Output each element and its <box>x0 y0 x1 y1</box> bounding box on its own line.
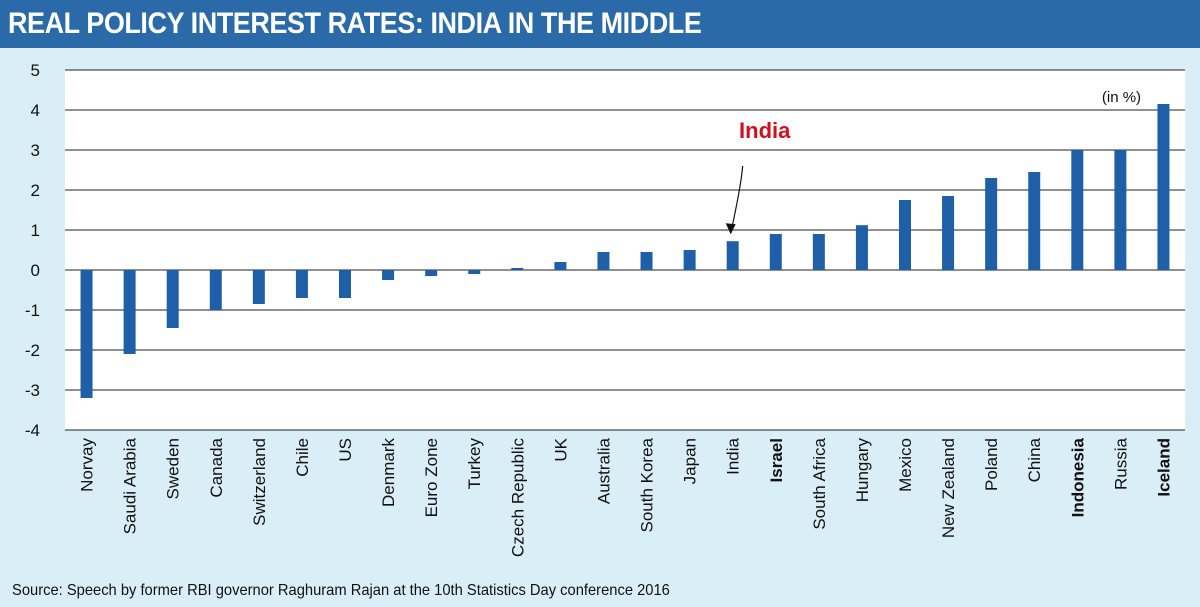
y-tick-label: -1 <box>25 301 40 320</box>
x-tick-label: Canada <box>207 437 226 497</box>
bar <box>554 262 567 270</box>
bar <box>80 270 93 398</box>
bar <box>468 270 481 274</box>
annotation-arrow <box>725 165 744 235</box>
x-tick-label: Iceland <box>1154 438 1173 497</box>
x-axis-ticks: Norvay Saudi Arabia Sweden Canada Switzerlan… <box>78 437 1174 557</box>
bar <box>252 270 265 304</box>
bar <box>1157 104 1170 270</box>
bar <box>1028 172 1041 270</box>
bar <box>339 270 351 298</box>
x-tick-label: Hungary <box>853 438 872 503</box>
bar <box>295 270 308 298</box>
bar <box>985 178 998 270</box>
x-tick-label: India <box>724 437 743 474</box>
bar <box>640 252 653 270</box>
y-tick-label: 4 <box>31 101 40 120</box>
x-tick-label: New Zealand <box>939 438 958 538</box>
x-tick-label: Sweden <box>164 438 183 499</box>
bar <box>1071 150 1084 270</box>
y-tick-label: -2 <box>25 341 40 360</box>
bars <box>80 104 1170 398</box>
x-tick-label: US <box>336 438 355 462</box>
x-tick-label: Switzerland <box>250 438 269 526</box>
x-tick-label: Israel <box>767 438 786 482</box>
unit-label: (in %) <box>1102 89 1141 106</box>
bar <box>123 270 136 354</box>
bar <box>769 234 782 270</box>
x-tick-label: Mexico <box>896 438 915 492</box>
bar <box>942 196 955 270</box>
source-note: Source: Speech by former RBI governor Ra… <box>12 582 670 599</box>
x-tick-label: UK <box>551 437 570 461</box>
x-tick-label: Poland <box>982 438 1001 491</box>
x-tick-label: Indonesia <box>1068 437 1087 517</box>
y-axis-ticks: 5 4 3 2 1 0 -1 -2 -3 -4 <box>25 61 40 440</box>
x-tick-label: Saudi Arabia <box>121 437 140 534</box>
x-tick-label: China <box>1025 437 1044 482</box>
y-tick-label: 1 <box>31 221 40 240</box>
x-tick-label: Turkey <box>465 438 484 490</box>
x-tick-label: Denmark <box>379 438 398 507</box>
bar <box>855 225 868 270</box>
y-tick-label: 5 <box>31 61 40 80</box>
x-tick-label: Russia <box>1111 437 1130 490</box>
y-tick-label: -4 <box>25 421 40 440</box>
x-tick-label: Euro Zone <box>422 438 441 517</box>
bar <box>166 270 179 328</box>
x-tick-label: South Korea <box>638 437 657 532</box>
title-bar: REAL POLICY INTEREST RATES: INDIA IN THE… <box>0 0 1200 48</box>
bar <box>726 241 739 270</box>
bar <box>209 270 222 310</box>
y-tick-label: 0 <box>31 261 40 280</box>
y-tick-label: -3 <box>25 381 40 400</box>
plot-area <box>65 70 1185 430</box>
x-tick-label: Chile <box>293 438 312 477</box>
y-tick-label: 2 <box>31 181 40 200</box>
x-tick-label: Norvay <box>78 438 97 492</box>
arrow-head <box>725 223 736 235</box>
x-tick-label: Australia <box>594 437 613 504</box>
x-tick-label: Japan <box>681 438 700 484</box>
bar <box>683 250 696 270</box>
india-annotation: India <box>739 118 791 143</box>
chart-title: REAL POLICY INTEREST RATES: INDIA IN THE… <box>8 7 702 40</box>
y-tick-label: 3 <box>31 141 40 160</box>
bar <box>899 200 911 270</box>
bar <box>382 270 395 280</box>
chart: 5 4 3 2 1 0 -1 -2 -3 -4 Norvay Saudi Arabia Sweden C… <box>25 61 1185 557</box>
bar <box>597 252 610 270</box>
bar <box>812 234 825 270</box>
gridlines <box>65 69 1185 431</box>
bar <box>425 270 438 276</box>
x-tick-label: Czech Republic <box>508 438 527 558</box>
bar <box>1114 150 1127 270</box>
bar <box>511 268 524 270</box>
x-tick-label: South Africa <box>810 437 829 529</box>
